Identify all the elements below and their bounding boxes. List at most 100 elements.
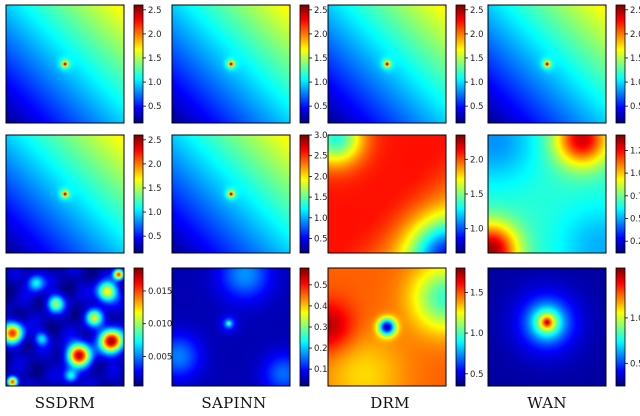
panel-ssdrm-r2: 0.5 1.0 1.5 2.0 2.5 xyxy=(5,134,162,254)
colorbar-frame xyxy=(615,267,626,387)
panel-grid: 0.5 1.0 1.5 2.0 2.5 0.5 1.0 1.5 2.0 2.5 0.5 1.0 1.5 2… xyxy=(5,4,640,387)
panel-ssdrm-r1: 0.5 1.0 1.5 2.0 2.5 xyxy=(5,4,162,124)
colorbar-tick-label: 0.1 xyxy=(314,365,328,375)
colorbar-tick-label: 1.0 xyxy=(148,208,162,218)
colorbar-frame xyxy=(615,4,626,124)
colorbar-wan-r3 xyxy=(616,268,625,386)
heatmap-wan-r3 xyxy=(488,268,606,386)
colorbar-tick-label: 0.4 xyxy=(314,302,328,312)
panel-sapinn-r1: 0.5 1.0 1.5 2.0 2.5 xyxy=(171,4,328,124)
colorbar-frame xyxy=(615,134,626,254)
colorbar-tick-label: 2.0 xyxy=(314,30,328,40)
colorbar-frame xyxy=(133,134,144,254)
colorbar-wan-r1 xyxy=(616,5,625,123)
colorbar-tick-label: 1.5 xyxy=(470,190,484,200)
panel-drm-r3: 0.5 1.0 1.5 xyxy=(327,267,484,387)
colorbar-tick-label: 2.5 xyxy=(470,6,484,16)
heatmap-frame xyxy=(487,267,607,387)
heatmap-ssdrm-r3 xyxy=(6,268,124,386)
colorbar-tick-label: 2.0 xyxy=(148,30,162,40)
colorbar-tick-label: 1.0 xyxy=(470,225,484,235)
heatmap-drm-r3 xyxy=(328,268,446,386)
colorbar-frame xyxy=(299,4,310,124)
colorbar-ssdrm-r2 xyxy=(134,135,143,253)
colorbar-tick-label: 2.0 xyxy=(314,172,328,182)
colorbar-tick-label: 1.0 xyxy=(470,329,484,339)
colorbar-tick-label: 0.25 xyxy=(630,237,640,247)
column-label-drm: DRM xyxy=(370,394,410,412)
colorbar-tick-label: 1.5 xyxy=(314,54,328,64)
colorbar-tick-label: 2.5 xyxy=(148,6,162,16)
colorbar-tick-label: 1.00 xyxy=(630,169,640,179)
colorbar-drm-r3 xyxy=(456,268,465,386)
colorbar-tick-label: 0.005 xyxy=(148,353,172,363)
colorbar-tick-label: 2.5 xyxy=(630,6,640,16)
colorbar-tick-label: 1.5 xyxy=(470,288,484,298)
colorbar-ssdrm-r3 xyxy=(134,268,143,386)
colorbar-tick-label: 1.5 xyxy=(148,54,162,64)
colorbar-drm-r1 xyxy=(456,5,465,123)
colorbar-tick-label: 1.0 xyxy=(630,314,640,324)
panel-sapinn-r3: 0.1 0.2 0.3 0.4 0.5 xyxy=(171,267,328,387)
column-label-sapinn: SAPINN xyxy=(201,394,266,412)
colorbar-tick-label: 0.5 xyxy=(148,232,162,242)
panel-wan-r3: 0.5 1.0 xyxy=(487,267,640,387)
colorbar-tick-label: 2.5 xyxy=(314,152,328,162)
colorbar-tick-label: 1.0 xyxy=(470,78,484,88)
colorbar-frame xyxy=(455,267,466,387)
heatmap-frame xyxy=(5,4,125,124)
colorbar-tick-label: 1.5 xyxy=(314,193,328,203)
colorbar-frame xyxy=(299,134,310,254)
panel-wan-r2: 0.25 0.50 0.75 1.00 1.25 xyxy=(487,134,640,254)
heatmap-frame xyxy=(171,134,291,254)
colorbar-tick-label: 0.5 xyxy=(470,370,484,380)
colorbar-tick-label: 2.0 xyxy=(148,160,162,170)
colorbar-tick-label: 1.0 xyxy=(630,78,640,88)
heatmap-frame xyxy=(487,4,607,124)
colorbar-tick-label: 0.5 xyxy=(148,102,162,112)
column-label-wan: WAN xyxy=(527,394,567,412)
colorbar-tick-label: 0.3 xyxy=(314,323,328,333)
heatmap-frame xyxy=(5,267,125,387)
panel-sapinn-r2: 0.5 1.0 1.5 2.0 2.5 3.0 xyxy=(171,131,328,254)
colorbar-sapinn-r3 xyxy=(300,268,309,386)
colorbar-tick-label: 1.0 xyxy=(314,78,328,88)
column-labels: SSDRM SAPINN DRM WAN xyxy=(35,394,567,412)
colorbar-tick-label: 1.5 xyxy=(470,54,484,64)
colorbar-tick-label: 1.5 xyxy=(630,54,640,64)
heatmap-sapinn-r3 xyxy=(172,268,290,386)
colorbar-tick-label: 2.0 xyxy=(630,30,640,40)
colorbar-tick-label: 0.2 xyxy=(314,344,328,354)
heatmap-sapinn-r1 xyxy=(172,5,290,123)
heatmap-frame xyxy=(171,267,291,387)
colorbar-tick-label: 0.015 xyxy=(148,287,172,297)
colorbar-sapinn-r1 xyxy=(300,5,309,123)
heatmap-frame xyxy=(171,4,291,124)
colorbar-tick-label: 0.5 xyxy=(314,281,328,291)
colorbar-tick-label: 0.5 xyxy=(470,102,484,112)
panel-drm-r1: 0.5 1.0 1.5 2.0 2.5 xyxy=(327,4,484,124)
heatmap-wan-r2 xyxy=(488,135,606,253)
heatmap-ssdrm-r2 xyxy=(6,135,124,253)
heatmap-frame xyxy=(327,134,447,254)
heatmap-ssdrm-r1 xyxy=(6,5,124,123)
colorbar-tick-label: 2.5 xyxy=(148,136,162,146)
colorbar-tick-label: 2.0 xyxy=(470,155,484,165)
colorbar-frame xyxy=(133,4,144,124)
colorbar-tick-label: 2.5 xyxy=(314,6,328,16)
colorbar-tick-label: 3.0 xyxy=(314,131,328,141)
heatmap-wan-r1 xyxy=(488,5,606,123)
heatmap-frame xyxy=(487,134,607,254)
colorbar-wan-r2 xyxy=(616,135,625,253)
colorbar-tick-label: 1.0 xyxy=(148,78,162,88)
heatmap-frame xyxy=(5,134,125,254)
colorbar-tick-label: 0.010 xyxy=(148,320,172,330)
colorbar-tick-label: 1.0 xyxy=(314,214,328,224)
colorbar-frame xyxy=(133,267,144,387)
colorbar-tick-label: 1.25 xyxy=(630,146,640,156)
heatmap-sapinn-r2 xyxy=(172,135,290,253)
panel-ssdrm-r3: 0.005 0.010 0.015 xyxy=(5,267,172,387)
heatmap-drm-r2 xyxy=(328,135,446,253)
colorbar-tick-label: 2.0 xyxy=(470,30,484,40)
panel-drm-r2: 1.0 1.5 2.0 xyxy=(327,134,484,254)
